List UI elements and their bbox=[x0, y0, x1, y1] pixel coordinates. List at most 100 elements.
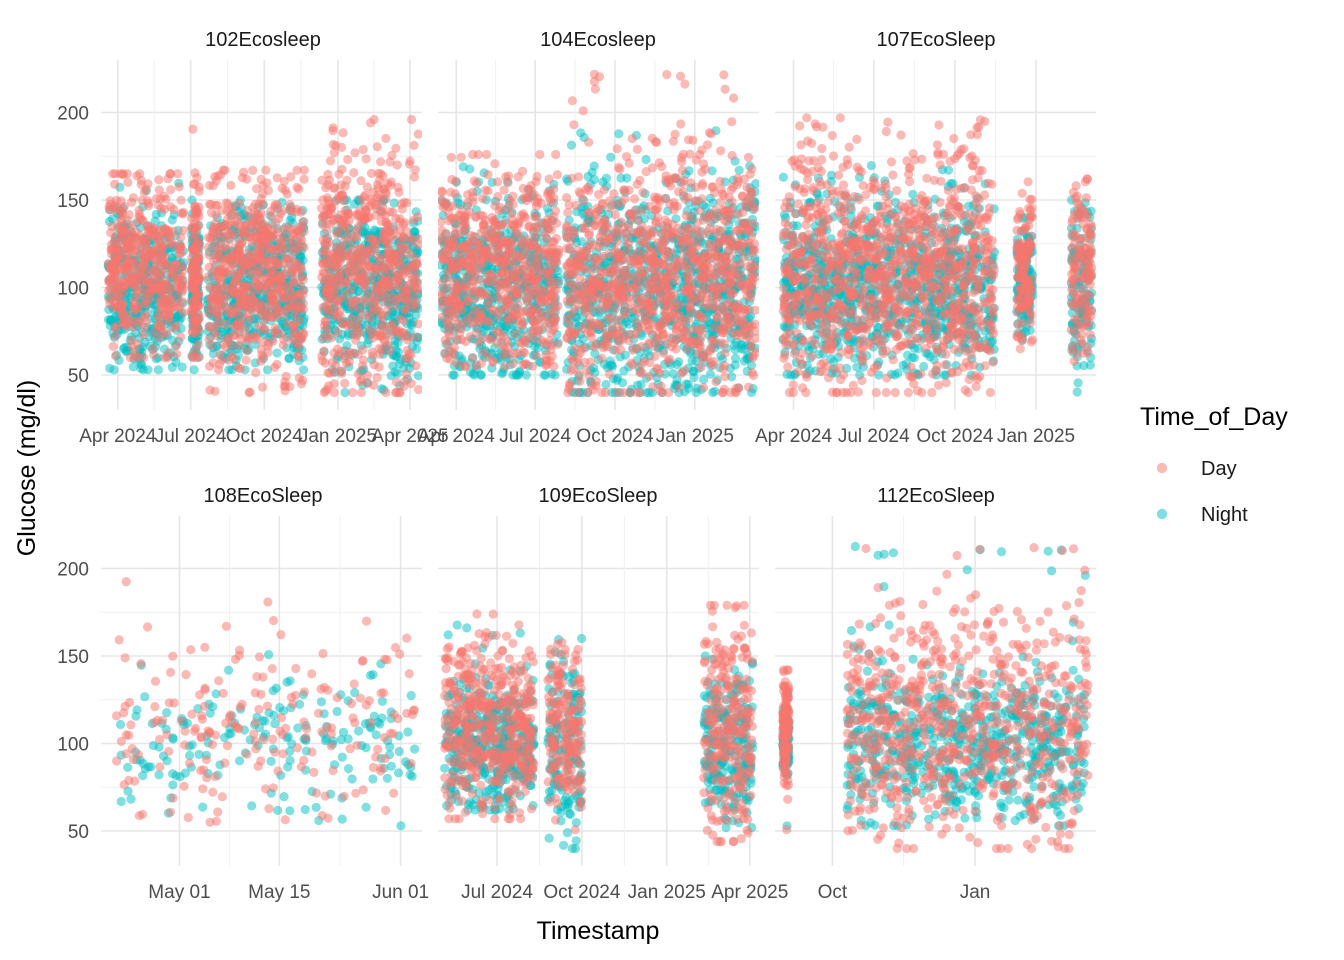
point-day bbox=[270, 323, 280, 333]
point-day bbox=[178, 225, 188, 236]
points-layer bbox=[103, 114, 422, 398]
point-day bbox=[292, 267, 302, 277]
point-day bbox=[276, 237, 286, 247]
point-night bbox=[393, 347, 404, 357]
point-day bbox=[410, 165, 420, 175]
point-day bbox=[527, 361, 538, 371]
point-day bbox=[252, 331, 262, 341]
point-day bbox=[149, 350, 159, 360]
point-day bbox=[499, 185, 509, 195]
point-day bbox=[544, 174, 554, 184]
point-day bbox=[110, 331, 120, 341]
point-day bbox=[254, 252, 264, 262]
point-day bbox=[368, 187, 378, 197]
point-day bbox=[482, 149, 492, 160]
point-day bbox=[549, 361, 559, 371]
point-day bbox=[366, 168, 377, 178]
point-day bbox=[298, 275, 308, 285]
point-day bbox=[317, 203, 327, 213]
point-day bbox=[272, 311, 282, 321]
point-day bbox=[256, 356, 266, 366]
point-day bbox=[487, 212, 497, 222]
point-day bbox=[142, 288, 152, 299]
point-day bbox=[352, 209, 362, 219]
point-day bbox=[332, 226, 343, 236]
point-day bbox=[401, 249, 411, 259]
point-day bbox=[413, 319, 422, 329]
point-day bbox=[355, 376, 365, 387]
point-day bbox=[176, 232, 186, 242]
point-day bbox=[535, 149, 545, 160]
point-day bbox=[347, 251, 357, 261]
point-day bbox=[520, 213, 531, 223]
point-day bbox=[476, 286, 486, 296]
point-day bbox=[543, 223, 553, 233]
point-night bbox=[299, 365, 309, 375]
point-day bbox=[299, 165, 309, 175]
point-day bbox=[248, 165, 258, 175]
point-day bbox=[327, 278, 338, 288]
point-day bbox=[345, 285, 356, 295]
point-night bbox=[107, 214, 118, 224]
x-tick-label: Oct 2024 bbox=[226, 426, 304, 447]
point-day bbox=[189, 245, 199, 255]
point-day bbox=[272, 173, 282, 183]
point-day bbox=[124, 240, 134, 251]
point-day bbox=[401, 369, 411, 379]
point-day bbox=[272, 359, 282, 369]
point-day bbox=[173, 169, 183, 179]
point-day bbox=[342, 358, 352, 368]
point-day bbox=[438, 194, 446, 205]
point-day bbox=[352, 321, 362, 331]
point-day bbox=[391, 143, 401, 153]
point-night bbox=[668, 369, 678, 379]
point-day bbox=[468, 281, 478, 291]
point-day bbox=[160, 309, 170, 319]
point-day bbox=[361, 154, 371, 164]
point-day bbox=[368, 289, 378, 299]
x-tick-label: Oct 2024 bbox=[576, 426, 654, 447]
point-day bbox=[473, 337, 484, 347]
point-day bbox=[271, 218, 281, 228]
point-day bbox=[360, 310, 370, 320]
point-day bbox=[144, 201, 154, 211]
point-day bbox=[225, 305, 235, 316]
point-day bbox=[364, 324, 374, 334]
point-day bbox=[247, 305, 257, 316]
point-day bbox=[522, 272, 532, 282]
point-day bbox=[442, 353, 452, 363]
point-day bbox=[393, 182, 403, 192]
point-day bbox=[539, 322, 549, 332]
point-day bbox=[506, 208, 516, 218]
point-day bbox=[406, 350, 416, 360]
point-day bbox=[532, 223, 543, 233]
point-day bbox=[520, 337, 530, 347]
point-day bbox=[285, 284, 295, 294]
point-day bbox=[254, 321, 264, 331]
point-day bbox=[483, 170, 493, 180]
x-tick-label: Apr 2024 bbox=[418, 426, 496, 447]
point-day bbox=[533, 254, 543, 264]
point-day bbox=[337, 142, 347, 152]
point-day bbox=[380, 210, 390, 220]
point-day bbox=[261, 241, 271, 251]
point-day bbox=[336, 294, 346, 304]
point-day bbox=[190, 292, 200, 302]
point-day bbox=[400, 304, 410, 314]
point-day bbox=[334, 349, 344, 359]
point-night bbox=[189, 365, 199, 375]
point-day bbox=[447, 346, 457, 356]
point-day bbox=[411, 298, 421, 308]
point-day bbox=[468, 353, 478, 363]
point-night bbox=[641, 154, 651, 165]
point-night bbox=[449, 370, 459, 380]
point-day bbox=[334, 191, 344, 201]
point-night bbox=[284, 353, 294, 363]
point-day bbox=[459, 241, 469, 251]
point-day bbox=[372, 372, 382, 383]
point-day bbox=[385, 226, 395, 236]
point-day bbox=[496, 269, 506, 279]
point-day bbox=[154, 175, 164, 185]
point-day bbox=[135, 214, 145, 224]
